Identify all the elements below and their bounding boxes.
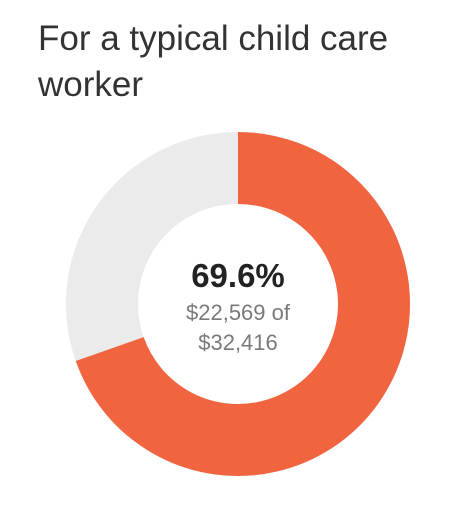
- amount-label-line1: $22,569 of: [186, 300, 290, 325]
- percent-label: 69.6%: [191, 257, 285, 294]
- amount-label-line2: $32,416: [198, 330, 278, 355]
- chart-title: For a typical child care worker: [38, 19, 389, 104]
- donut-center-label: 69.6% $22,569 of $32,416: [138, 256, 338, 356]
- donut-value-slice: [75, 132, 410, 476]
